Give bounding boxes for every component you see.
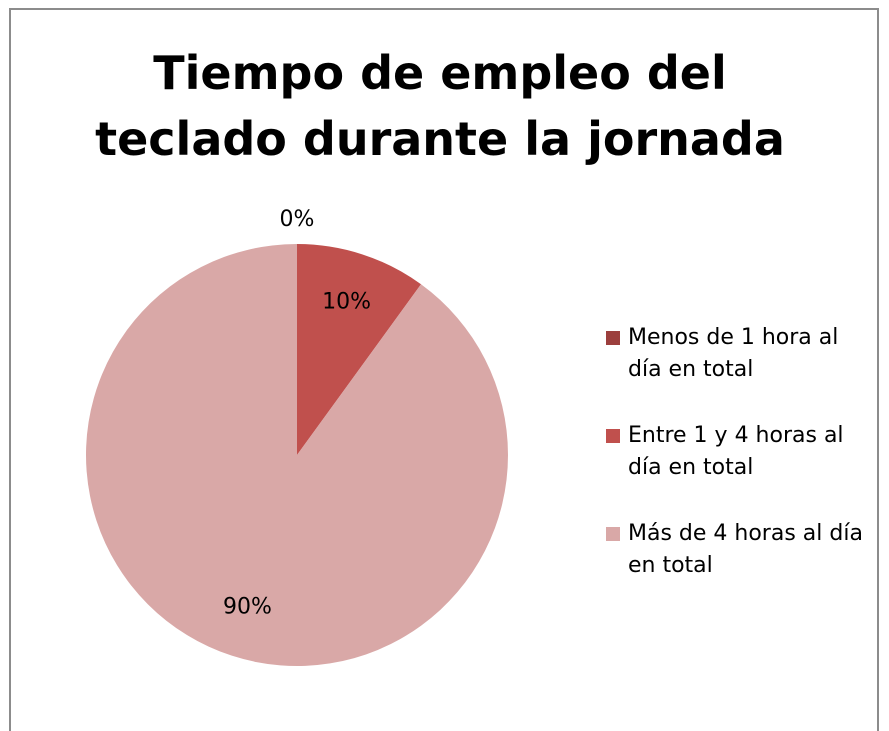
data-label: 90% (223, 595, 272, 620)
pie-slice (297, 244, 422, 455)
data-label: 0% (280, 207, 315, 232)
legend-item: Menos de 1 hora al día en total (606, 322, 876, 386)
legend-item: Entre 1 y 4 horas al día en total (606, 420, 876, 484)
legend-label: Menos de 1 hora al día en total (628, 325, 839, 382)
legend: Menos de 1 hora al día en total Entre 1 y… (606, 322, 876, 616)
legend-item: Más de 4 horas al día en total (606, 518, 876, 582)
legend-swatch (606, 331, 620, 345)
legend-swatch (606, 429, 620, 443)
chart-frame (9, 8, 879, 731)
chart-title: Tiempo de empleo del teclado durante la … (95, 46, 785, 166)
legend-label: Más de 4 horas al día en total (628, 521, 863, 578)
legend-label: Entre 1 y 4 horas al día en total (628, 423, 844, 480)
data-label: 10% (322, 289, 371, 314)
legend-swatch (606, 527, 620, 541)
pie-slice (85, 244, 508, 667)
